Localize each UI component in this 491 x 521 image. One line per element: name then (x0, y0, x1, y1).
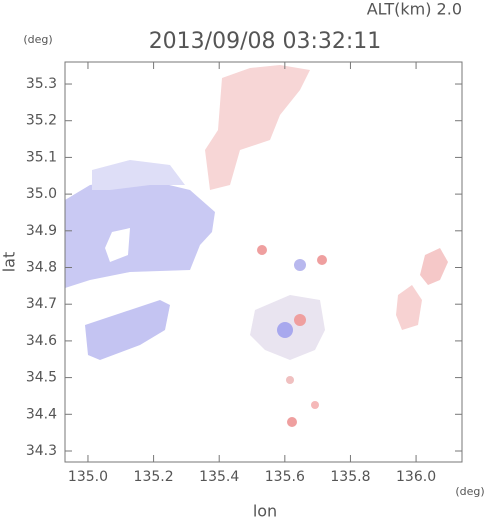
echo (277, 322, 293, 338)
x-axis-label: lon (253, 502, 277, 521)
chart-subtitle: ALT(km) 2.0 (367, 0, 462, 19)
y-tick-label: 34.6 (26, 333, 57, 349)
echo (257, 245, 267, 255)
y-tick-label: 35.1 (26, 149, 57, 165)
x-tick-label: 135.6 (265, 469, 305, 485)
echo (65, 178, 215, 288)
y-unit: (deg) (23, 33, 52, 46)
echo (311, 401, 319, 409)
echo (287, 417, 297, 427)
echo (92, 160, 185, 190)
x-tick-label: 136.0 (396, 469, 436, 485)
echo (317, 255, 327, 265)
y-tick-label: 35.2 (26, 113, 57, 129)
x-tick-label: 135.8 (330, 469, 370, 485)
y-axis-label: lat (0, 252, 19, 273)
echo (396, 285, 422, 330)
echo (420, 248, 448, 285)
echo-gap (105, 228, 130, 262)
y-tick-label: 34.7 (26, 296, 57, 312)
x-tick-label: 135.0 (68, 469, 108, 485)
x-tick-label: 135.2 (134, 469, 174, 485)
y-tick-label: 35.3 (26, 76, 57, 92)
echo (85, 300, 170, 360)
radar-echoes (65, 65, 448, 427)
y-tick-label: 34.3 (26, 443, 57, 459)
y-tick-label: 34.8 (26, 260, 57, 276)
y-tick-label: 34.9 (26, 223, 57, 239)
chart-title: 2013/09/08 03:32:11 (149, 29, 382, 54)
y-tick-label: 34.4 (26, 406, 57, 422)
echo (205, 65, 310, 190)
echo (294, 314, 306, 326)
echo (294, 259, 306, 271)
y-tick-label: 35.0 (26, 186, 57, 202)
x-tick-label: 135.4 (199, 469, 239, 485)
y-tick-label: 34.5 (26, 370, 57, 386)
x-unit: (deg) (455, 485, 484, 498)
echo (286, 376, 294, 384)
plot-frame (64, 61, 463, 463)
